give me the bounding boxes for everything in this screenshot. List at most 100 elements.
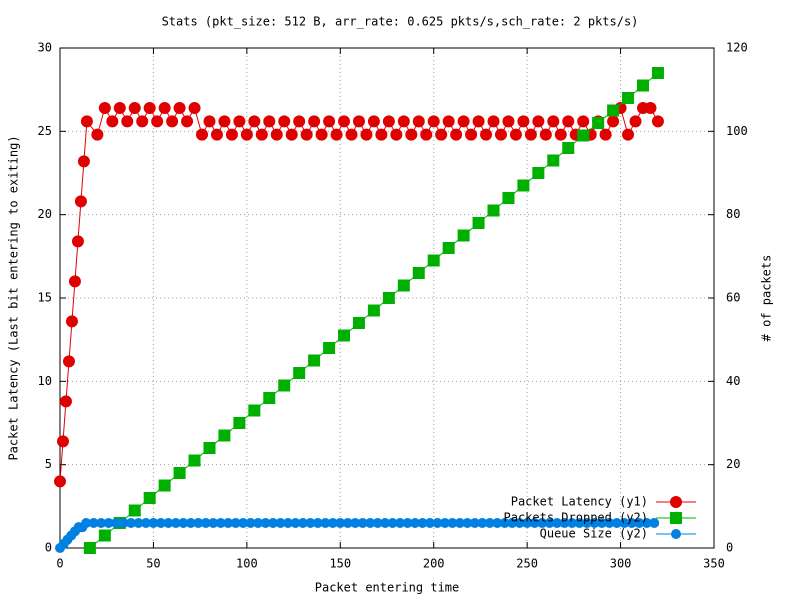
data-point [245,518,256,528]
data-point [382,115,395,128]
data-point [282,518,293,528]
y-tick-label: 15 [38,291,52,305]
data-point [375,128,388,141]
data-point [405,128,418,141]
data-point [574,518,585,528]
data-point [492,518,503,528]
data-point [494,128,507,141]
data-point [532,167,545,179]
data-point [178,518,189,528]
y-tick-label: 25 [38,124,52,138]
data-point [547,154,560,167]
data-point [502,192,515,204]
data-point [103,518,114,528]
data-point [208,518,219,528]
data-point [424,518,435,528]
data-point [173,467,186,479]
data-point [442,242,455,254]
data-point [634,518,645,528]
data-point [338,329,351,342]
data-point [215,518,226,528]
data-point [210,128,223,141]
data-point [649,518,660,528]
data-point [532,115,545,128]
data-point [581,518,592,528]
data-point [507,518,518,528]
data-point [158,479,171,492]
data-point [203,115,216,128]
data-point [330,128,343,141]
data-point [248,115,261,128]
data-point [342,518,353,528]
data-point [596,518,607,528]
data-point [118,518,129,528]
data-point [196,128,209,141]
data-point [397,279,410,292]
y-tick-label: 20 [38,207,52,221]
x-tick-label: 150 [329,557,351,571]
data-point [487,115,500,128]
data-point [412,115,425,128]
data-point [225,128,238,141]
y-tick-label: 30 [38,41,52,55]
data-point [629,115,642,128]
plot-frame [59,47,715,549]
data-point [128,504,141,517]
data-point [644,102,657,114]
data-point [65,315,78,328]
data-point [74,195,87,208]
data-point [98,102,111,114]
data-point [365,518,376,528]
data-point [417,518,428,528]
data-point [544,518,555,528]
data-point [435,128,448,141]
data-point [412,267,425,279]
data-point [248,404,261,417]
data-point [477,518,488,528]
data-point [323,342,336,354]
data-point [106,115,119,128]
x-tick-label: 350 [703,557,725,571]
data-point [140,518,151,528]
data-point [552,518,563,528]
data-point [462,518,473,528]
data-point [402,518,413,528]
data-point [323,115,336,128]
data-point [240,128,253,141]
data-point [170,518,181,528]
data-point [509,128,522,141]
data-point [360,128,373,141]
data-point [166,115,179,128]
data-point [472,115,485,128]
data-point [188,454,201,467]
data-point [607,115,620,128]
data-point [68,275,81,288]
data-point [113,102,126,114]
data-point [338,115,351,128]
data-point [457,115,470,128]
data-point [380,518,391,528]
data-point [238,518,249,528]
data-point [121,115,134,128]
data-point [352,115,365,128]
data-point [230,518,241,528]
data-point [420,128,433,141]
data-point [562,142,575,154]
legend-label: Queue Size (y2) [540,527,648,541]
data-point [472,217,485,229]
data-point [350,518,361,528]
data-point [427,115,440,128]
data-point [372,518,383,528]
data-point [62,355,75,368]
data-point [559,518,570,528]
data-point [499,518,510,528]
data-point [96,518,107,528]
data-point [255,128,268,141]
data-point [260,518,271,528]
data-point [607,104,620,117]
legend-marker [670,512,682,524]
data-point [390,128,403,141]
data-point [56,435,69,448]
data-point [484,518,495,528]
